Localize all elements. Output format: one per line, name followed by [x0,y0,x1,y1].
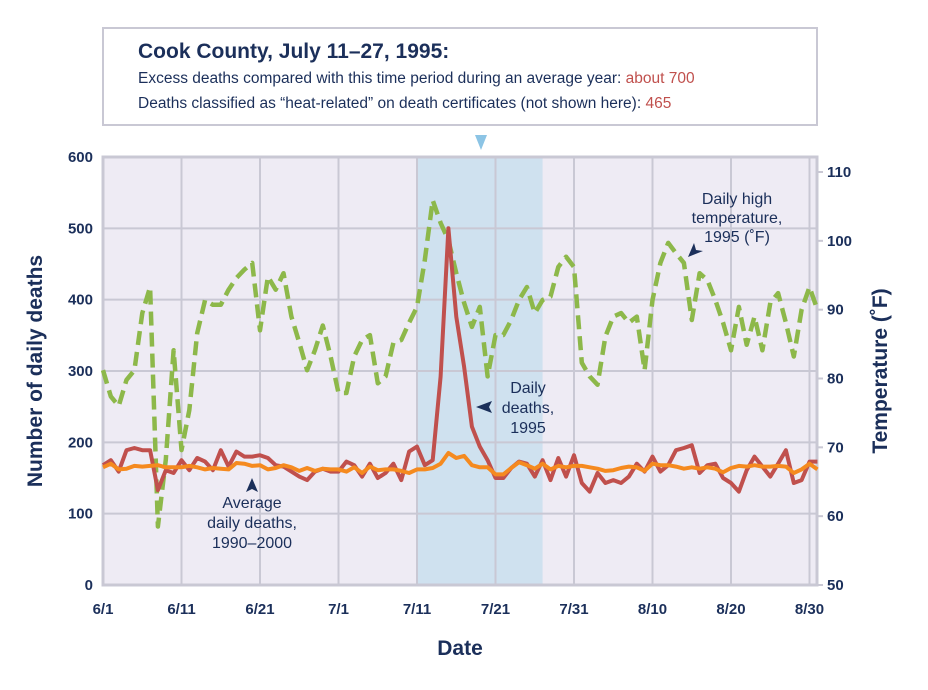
y2-tick-label: 80 [827,371,844,388]
header-line-2: Deaths classified as “heat-related” on d… [138,95,671,112]
y2-tick-label: 100 [827,233,852,250]
y2-tick-label: 110 [827,164,851,181]
y2-tick-label: 90 [827,302,844,319]
header-line-2-value: 465 [645,95,671,112]
y-tick-label: 300 [68,363,93,380]
x-tick-label: 8/10 [638,601,667,618]
y-tick-label: 600 [68,149,93,166]
x-tick-label: 8/30 [795,601,824,618]
annotation-temperature-line: Daily high [702,191,772,208]
x-tick-label: 6/21 [245,601,274,618]
annotation-average-line: 1990–2000 [212,535,292,552]
y-axis-label: Number of daily deaths [24,255,47,487]
y-tick-label: 200 [68,434,93,451]
annotation-deaths-line: 1995 [510,420,546,437]
x-tick-label: 6/1 [93,601,114,618]
x-tick-label: 7/31 [559,601,588,618]
x-tick-label: 7/1 [328,601,349,618]
header-title: Cook County, July 11–27, 1995: [138,40,449,63]
annotation-temperature-line: 1995 (˚F) [704,229,770,246]
y-tick-label: 0 [85,577,93,594]
header-line-1: Excess deaths compared with this time pe… [138,70,695,87]
annotation-temperature-line: temperature, [692,210,783,227]
annotation-average-line: Average [222,495,281,512]
y-tick-label: 100 [68,506,93,523]
x-tick-label: 8/20 [716,601,745,618]
y2-tick-label: 50 [827,577,844,594]
y2-axis-label: Temperature (˚F) [869,288,892,453]
header-line-1-text: Excess deaths compared with this time pe… [138,70,626,87]
header-line-2-text: Deaths classified as “heat-related” on d… [138,95,645,112]
x-axis-label: Date [437,637,483,660]
y2-tick-label: 60 [827,508,844,525]
y-tick-label: 500 [68,220,93,237]
y-tick-label: 400 [68,292,93,309]
annotation-average-line: daily deaths, [207,515,297,532]
annotation-deaths-line: deaths, [502,400,554,417]
x-tick-label: 7/21 [481,601,510,618]
pointer-triangle-icon [475,135,487,150]
annotation-deaths-line: Daily [510,380,546,397]
x-tick-label: 7/11 [403,601,431,618]
y2-tick-label: 70 [827,439,844,456]
x-tick-label: 6/11 [167,601,195,618]
header-line-1-value: about 700 [626,70,695,87]
